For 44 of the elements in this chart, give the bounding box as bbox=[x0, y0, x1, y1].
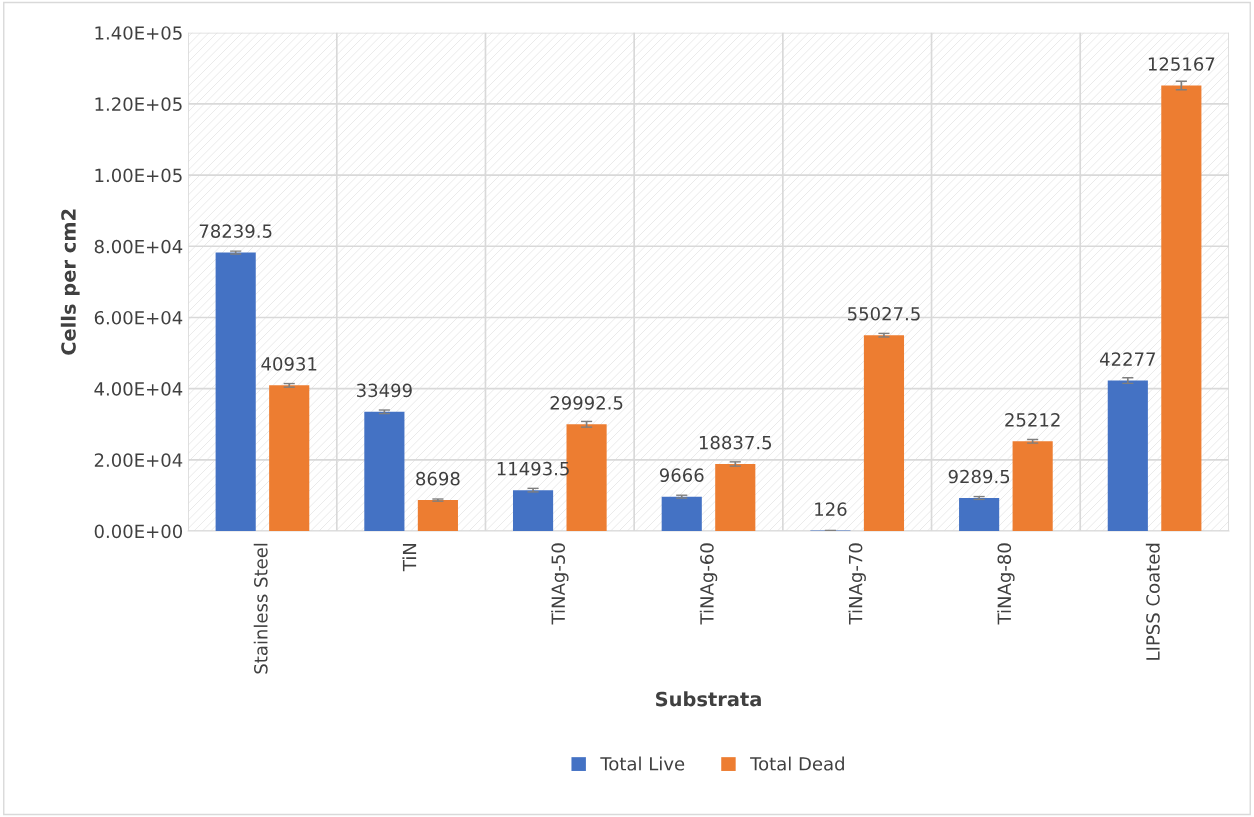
y-tick-label: 8.00E+04 bbox=[94, 239, 183, 254]
y-tick-label: 4.00E+04 bbox=[94, 382, 183, 396]
data-label: 8698 bbox=[416, 471, 460, 486]
x-tick-label: TiN bbox=[402, 543, 417, 572]
bar bbox=[1107, 380, 1148, 532]
bar bbox=[959, 497, 1000, 532]
y-axis-title: Cells per cm2 bbox=[60, 209, 80, 355]
data-label: 78239.5 bbox=[199, 224, 272, 238]
data-label: 125167 bbox=[1148, 57, 1215, 71]
x-tick-label: Stainless Steel bbox=[253, 543, 268, 674]
x-tick-label: TiNAg-50 bbox=[551, 543, 569, 625]
y-tick-label: 0.00E+00 bbox=[94, 524, 183, 539]
bar bbox=[269, 385, 310, 532]
bar bbox=[661, 496, 702, 532]
y-tick-label: 1.00E+05 bbox=[95, 168, 182, 183]
data-label: 9289.5 bbox=[948, 469, 1010, 484]
bar bbox=[1012, 441, 1053, 532]
data-label: 40931 bbox=[261, 357, 317, 371]
data-label: 33499 bbox=[357, 383, 412, 398]
data-label: 29992.5 bbox=[550, 396, 623, 410]
x-tick-label: TiNAg-80 bbox=[997, 543, 1015, 625]
bar bbox=[417, 500, 458, 532]
y-tick-label: 6.00E+04 bbox=[94, 310, 183, 325]
legend-label: Total Live bbox=[600, 756, 685, 771]
x-axis-title: Substrata bbox=[656, 691, 761, 707]
data-label: 9666 bbox=[659, 468, 704, 483]
bar bbox=[364, 411, 405, 532]
data-label: 18837.5 bbox=[699, 435, 772, 450]
data-label: 126 bbox=[815, 502, 847, 516]
data-label: 42277 bbox=[1099, 352, 1155, 366]
bar bbox=[215, 252, 256, 532]
x-tick-label: TiNAg-60 bbox=[699, 543, 718, 625]
bar bbox=[1161, 85, 1202, 532]
y-tick-label: 1.40E+05 bbox=[95, 26, 182, 40]
x-tick-label: LIPSS Coated bbox=[1145, 543, 1160, 660]
y-tick-label: 1.20E+05 bbox=[95, 97, 182, 111]
data-label: 55027.5 bbox=[848, 306, 920, 321]
y-tick-label: 2.00E+04 bbox=[94, 453, 183, 467]
data-label: 25212 bbox=[1005, 413, 1060, 427]
bar bbox=[863, 335, 905, 532]
bar bbox=[512, 490, 554, 532]
bar bbox=[715, 463, 756, 532]
legend-label: Total Dead bbox=[750, 756, 844, 771]
x-tick-label: TiNAg-70 bbox=[848, 543, 866, 625]
